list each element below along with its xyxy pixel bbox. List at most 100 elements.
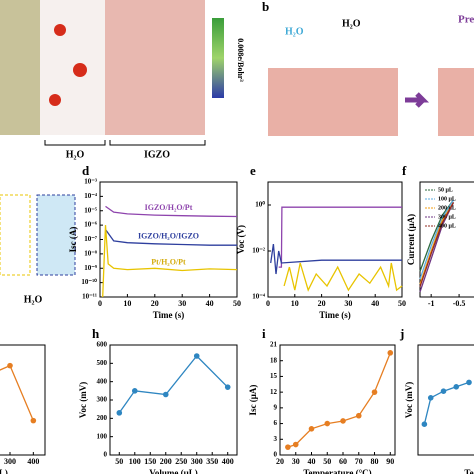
panel-letter: b — [262, 0, 269, 14]
x-tick-label: 250 — [175, 457, 187, 466]
x-axis-label: Temperature (°C) — [303, 468, 371, 474]
series-line — [102, 225, 238, 298]
colorbar-label: 0.008e/Bohr³ — [236, 38, 245, 82]
x-tick-label: 10 — [123, 299, 131, 308]
y-tick-label: 18 — [270, 356, 278, 364]
series-line — [118, 355, 229, 414]
data-point — [285, 444, 291, 450]
series-line — [104, 229, 237, 246]
label: H₂O — [342, 18, 361, 29]
y-tick-label: 12 — [270, 388, 278, 396]
legend-label: 400 μL — [438, 223, 456, 229]
x-axis-label: Te — [464, 468, 473, 474]
y-tick-label: 10⁻⁵ — [84, 206, 97, 214]
data-point — [387, 350, 394, 356]
label: H₂O — [66, 149, 85, 160]
series-line — [270, 244, 402, 275]
plot-frame — [279, 344, 396, 456]
device — [36, 194, 76, 276]
series-line — [419, 202, 455, 288]
plot-frame — [419, 181, 474, 298]
x-tick-label: 20 — [318, 299, 326, 308]
chart-panel: j Te Voc (mV) — [399, 326, 474, 474]
x-tick-label: 30 — [292, 457, 300, 466]
y-tick-label: 10⁻² — [252, 247, 265, 255]
data-point — [324, 420, 331, 427]
panel-letter: e — [250, 163, 256, 178]
x-tick-label: 50 — [233, 299, 241, 308]
y-tick-label: 10⁰ — [255, 201, 265, 209]
x-tick-label: 200 — [160, 457, 172, 466]
data-point — [30, 417, 37, 424]
molecule — [73, 63, 87, 77]
series-line — [419, 199, 455, 272]
igzo-slab — [438, 68, 474, 136]
x-axis-label: me (μL) — [0, 468, 8, 474]
x-tick-label: 0 — [98, 299, 102, 308]
data-point — [355, 412, 362, 419]
y-axis-label: Voc (mV) — [404, 382, 414, 418]
chart-panel: e 0 10 20 30 40 50 10⁰ 10⁻² 10⁻⁴ Time (s) Voc (V) — [236, 163, 406, 320]
series-line — [0, 364, 34, 421]
x-axis-label: Volume (μL) — [149, 468, 198, 474]
x-tick-label: 20 — [276, 457, 284, 466]
x-tick-label: 30 — [344, 299, 352, 308]
panel-letter: j — [399, 326, 404, 341]
y-tick-label: 10⁻⁹ — [84, 264, 97, 272]
series-line — [423, 381, 470, 425]
x-tick-label: 150 — [144, 457, 156, 466]
series-line — [287, 352, 391, 448]
y-tick-label: 200 — [97, 414, 108, 422]
x-tick-label: 20 — [151, 299, 159, 308]
panel-c: H₂O — [0, 194, 76, 305]
data-point — [308, 426, 315, 432]
data-point — [292, 441, 299, 448]
igzo-slab — [268, 68, 398, 136]
y-tick-label: 3 — [274, 435, 278, 443]
x-axis-label: Time (s) — [319, 310, 351, 320]
plot-frame — [417, 344, 474, 456]
legend-label: 300 μL — [438, 214, 456, 220]
y-tick-label: 10⁻⁸ — [84, 249, 97, 257]
data-point — [466, 379, 472, 386]
chart-panel: h50 100 150 200 250 300 350 4000100200300400500… — [78, 326, 238, 474]
panel-letter: f — [402, 163, 407, 178]
water-layer — [40, 0, 105, 135]
x-tick-label: 400 — [27, 457, 39, 466]
y-tick-label: 6 — [274, 419, 278, 427]
legend-label: 200 μL — [438, 205, 456, 211]
data-point — [421, 421, 428, 428]
y-axis-label: Voc (V) — [236, 225, 246, 254]
data-point — [427, 395, 434, 401]
molecule — [49, 94, 61, 106]
y-tick-label: 15 — [270, 372, 278, 380]
x-tick-label: 60 — [339, 457, 347, 466]
data-point — [440, 388, 447, 395]
data-point — [131, 388, 138, 394]
y-tick-label: 10⁻³ — [84, 178, 97, 186]
x-tick-label: 350 — [206, 457, 218, 466]
data-point — [453, 384, 460, 390]
panel-a: 0.008e/Bohr³ H₂O IGZO — [0, 0, 245, 160]
panel-letter: h — [92, 326, 100, 341]
y-axis-label: Isc (A) — [68, 227, 78, 253]
series-line — [105, 205, 238, 218]
plot-frame — [0, 344, 46, 456]
chart-panel: f -1 -0.5 Current (μA) 50 μL 100 μL 200 μL 300 … — [402, 163, 474, 308]
chart-panel: d 0 10 20 30 40 50 10⁻³ 10⁻⁴ 10⁻⁵ 10⁻⁶ 10⁻⁷ 10⁻⁸ 10⁻⁹… — [68, 163, 241, 320]
data-point — [224, 384, 231, 390]
x-tick-label: 10 — [291, 299, 299, 308]
series-line — [278, 206, 402, 268]
data-point — [162, 391, 169, 398]
x-tick-label: 0 — [266, 299, 270, 308]
y-tick-label: 500 — [97, 359, 108, 367]
x-tick-label: 400 — [222, 457, 234, 466]
nanowire-layer — [0, 0, 40, 135]
y-tick-label: 600 — [97, 341, 108, 349]
y-tick-label: 10⁻⁴ — [84, 192, 98, 200]
x-tick-label: -1 — [428, 299, 435, 308]
y-tick-label: 21 — [270, 341, 278, 349]
chart-panel: i 20 30 40 50 60 70 80 90 0 3 6 9 12 15 18 21 Temperature… — [248, 326, 396, 474]
x-tick-label: 50 — [115, 457, 123, 466]
